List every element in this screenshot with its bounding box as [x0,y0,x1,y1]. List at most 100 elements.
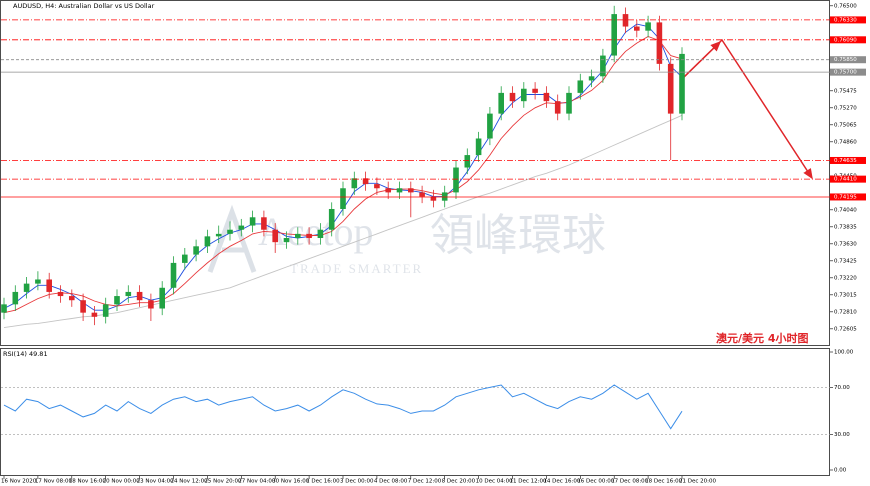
candle-body [46,279,52,292]
candle-body [588,76,595,81]
candle-body [611,14,617,56]
candle-body [679,53,685,114]
price-level-box [830,36,866,44]
candle-body [125,291,132,297]
price-level-label: 0.74410 [834,177,857,183]
candle-body [227,229,233,234]
candle-body [430,196,437,201]
candle-body [509,92,516,102]
candle-body [554,101,561,114]
candle-body [396,188,403,193]
x-tick-label: 8 Dec 20:00 [442,479,476,485]
candle-body [622,14,629,27]
candle-body [374,184,380,189]
candle-body [215,233,222,237]
x-tick-label: 10 Dec 04:00 [476,479,513,485]
x-tick-label: 27 Nov 04:00 [238,479,276,485]
x-tick-label: 18 Dec 16:00 [645,479,682,485]
candle-body [464,155,471,168]
candle-body [91,312,98,317]
x-tick-label: 7 Dec 12:00 [408,479,442,485]
candle-body [521,88,527,102]
candle-body [1,304,7,313]
moving-average [3,114,683,329]
candle-body [385,188,391,193]
candle-body [475,138,482,156]
candle-body [182,254,188,263]
y-tick-label: 0.75475 [834,88,857,94]
y-tick-label: 0.73220 [834,275,857,281]
candle-body [238,225,245,230]
x-tick-label: 1 Dec 16:00 [306,479,340,485]
y-tick-label: 100.00 [834,350,854,356]
candle-body [408,188,414,193]
candle-body [283,238,290,243]
candle-body [102,304,109,317]
x-tick-label: 4 Dec 08:00 [374,479,408,485]
y-tick-label: 0.76500 [834,3,857,9]
price-level-label: 0.76090 [834,37,857,43]
price-level-box [830,68,866,76]
price-level-label: 0.76330 [834,17,857,23]
x-tick-label: 16 Nov 2020 [1,479,37,485]
y-tick-label: 0.74040 [834,207,857,213]
candle-body [498,92,504,114]
candle-body [419,192,425,197]
x-tick-label: 17 Nov 08:00 [35,479,73,485]
candle-body [351,178,358,189]
x-tick-label: 24 Nov 12:00 [171,479,209,485]
x-tick-label: 21 Dec 20:00 [679,479,716,485]
candle-body [328,208,335,230]
candle-body [193,246,199,255]
x-tick-label: 16 Dec 00:00 [577,479,614,485]
x-tick-label: 14 Dec 16:00 [543,479,580,485]
watermark-slogan: TRADE SMARTER [290,261,423,276]
y-tick-label: 0.73425 [834,258,857,264]
candle-body [577,80,584,93]
annotation: 澳元/美元 4小时图 [716,331,809,345]
y-tick-label: 0.74860 [834,139,857,145]
candle-body [306,233,312,239]
price-level-label: 0.74195 [834,194,857,200]
candle-body [12,291,19,305]
candle-body [362,178,369,185]
candle-body [532,88,538,93]
price-level-box [830,193,866,201]
x-tick-label: 3 Dec 00:00 [340,479,374,485]
candle-body [566,92,572,114]
y-tick-label: 0.73015 [834,292,857,298]
y-tick-label: 0.75065 [834,122,857,128]
price-level-box [830,56,866,64]
main-panel [0,0,830,346]
candle-body [600,55,606,77]
y-tick-label: 0.00 [834,468,847,474]
candle-body [159,287,165,309]
candle-body [340,188,346,209]
x-tick-label: 23 Nov 04:00 [137,479,175,485]
candle-body [656,22,663,64]
x-tick-label: 18 Nov 16:00 [69,479,107,485]
candle-body [114,296,120,305]
candle-body [453,167,459,193]
candle-body [170,262,177,288]
rsi-title: RSI(14) 49.81 [3,350,48,358]
candle-body [69,296,75,301]
y-tick-label: 0.73630 [834,241,857,247]
candle-body [295,233,301,239]
candle-body [23,283,30,292]
candle-body [543,92,550,102]
candle-body [645,22,651,31]
candle-body [317,229,324,239]
watermark-name: 領峰環球 [430,211,606,260]
candle-body [35,279,41,284]
y-tick-label: 0.72605 [834,326,857,332]
y-tick-label: 70.00 [834,385,850,391]
y-tick-label: 0.73835 [834,224,857,230]
y-tick-label: 30.00 [834,432,850,438]
price-level-label: 0.75850 [834,57,857,63]
watermark-logo [207,204,257,273]
candle-body [441,192,448,201]
candle-body [204,236,211,247]
candle-body [634,26,640,31]
